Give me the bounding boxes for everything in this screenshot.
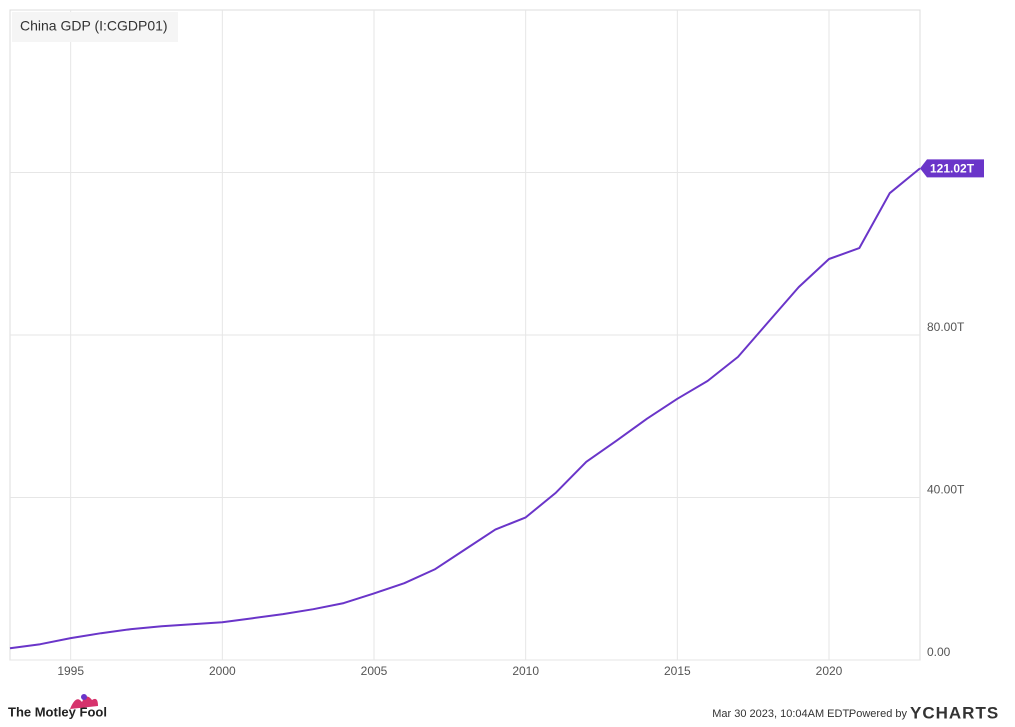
- x-tick-label: 2015: [664, 664, 691, 678]
- provider: YCHARTS: [910, 703, 999, 722]
- x-tick-label: 2010: [512, 664, 539, 678]
- grid: [10, 10, 920, 661]
- y-tick-label: 80.00T: [927, 320, 965, 334]
- legend-box: [12, 12, 178, 42]
- x-tick-label: 1995: [57, 664, 84, 678]
- y-tick-label: 40.00T: [927, 483, 965, 497]
- value-label: 121.02T: [930, 162, 975, 176]
- powered-by: Powered by: [849, 708, 908, 720]
- x-tick-label: 2020: [816, 664, 843, 678]
- y-tick-label: 0.00: [927, 645, 951, 659]
- timestamp: Mar 30 2023, 10:04AM EDT.: [712, 708, 851, 720]
- chart-title: China GDP (I:CGDP01): [20, 18, 168, 34]
- line: [9, 167, 921, 650]
- x-tick-label: 2000: [209, 664, 236, 678]
- brand: The Motley Fool: [8, 704, 107, 719]
- jester-icon: [70, 694, 98, 709]
- value-label-box: [920, 159, 984, 178]
- x-tick-label: 2005: [361, 664, 388, 678]
